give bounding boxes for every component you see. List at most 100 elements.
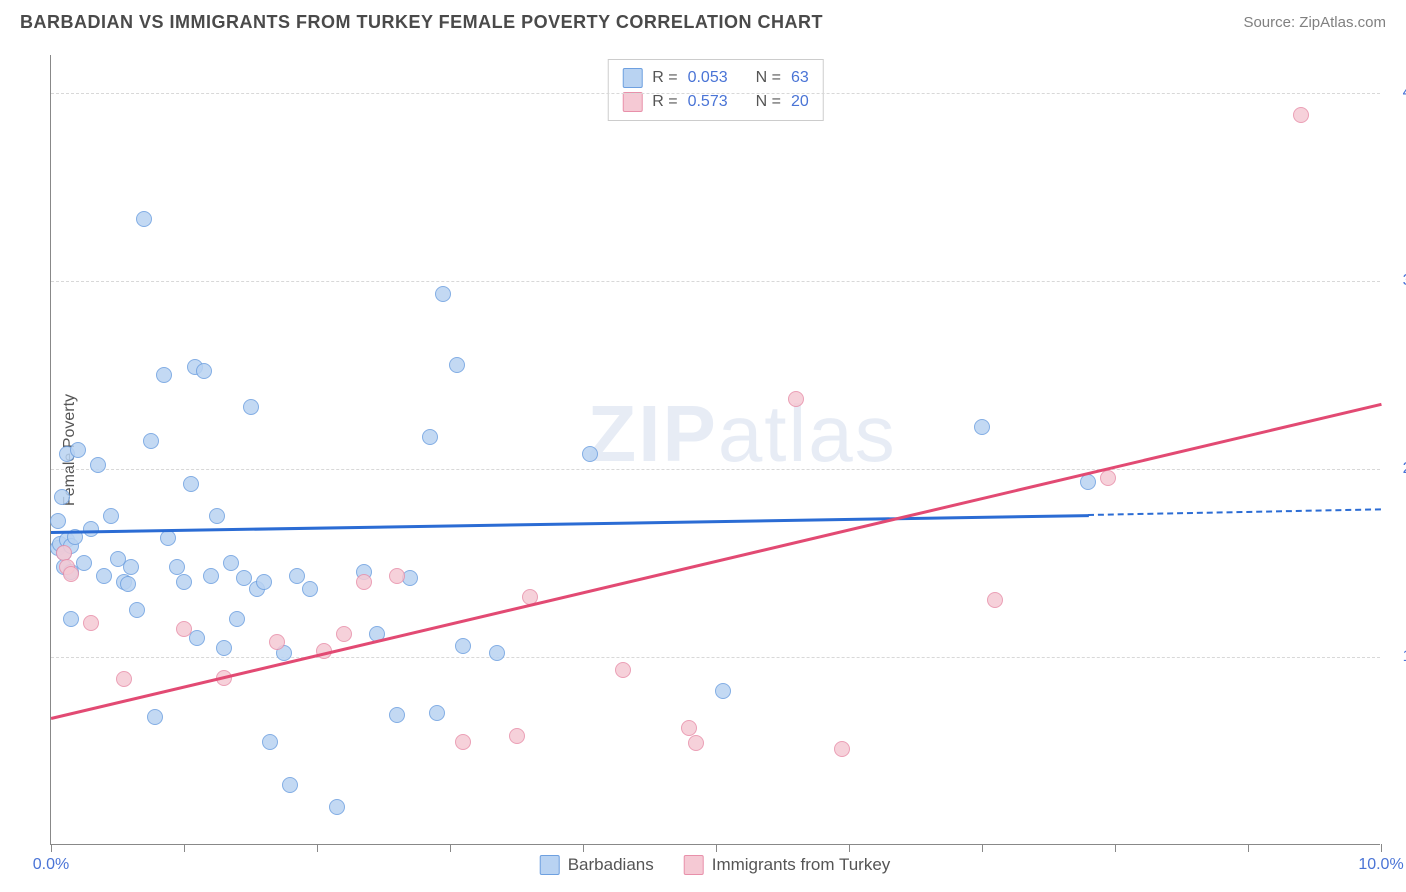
data-point: [83, 615, 99, 631]
legend-swatch-1: [540, 855, 560, 875]
data-point: [203, 568, 219, 584]
data-point: [216, 640, 232, 656]
gridline: [51, 93, 1380, 94]
data-point: [243, 399, 259, 415]
data-point: [582, 446, 598, 462]
x-tick: [982, 844, 983, 852]
chart-title: BARBADIAN VS IMMIGRANTS FROM TURKEY FEMA…: [20, 12, 823, 33]
y-tick-label: 10.0%: [1403, 648, 1406, 666]
data-point: [123, 559, 139, 575]
gridline: [51, 469, 1380, 470]
data-point: [189, 630, 205, 646]
data-point: [63, 566, 79, 582]
source-attribution: Source: ZipAtlas.com: [1243, 14, 1386, 31]
data-point: [83, 521, 99, 537]
trend-line: [51, 514, 1088, 533]
data-point: [329, 799, 345, 815]
data-point: [435, 286, 451, 302]
data-point: [129, 602, 145, 618]
data-point: [356, 574, 372, 590]
x-tick: [849, 844, 850, 852]
x-tick: [716, 844, 717, 852]
data-point: [509, 728, 525, 744]
data-point: [70, 442, 86, 458]
data-point: [209, 508, 225, 524]
data-point: [50, 513, 66, 529]
data-point: [302, 581, 318, 597]
data-point: [1080, 474, 1096, 490]
data-point: [54, 489, 70, 505]
x-tick: [1115, 844, 1116, 852]
gridline: [51, 657, 1380, 658]
data-point: [143, 433, 159, 449]
legend-swatch-2: [684, 855, 704, 875]
data-point: [974, 419, 990, 435]
data-point: [183, 476, 199, 492]
gridline: [51, 281, 1380, 282]
scatter-plot-area: ZIPatlas R = 0.053 N = 63 R = 0.573 N = …: [50, 55, 1380, 845]
trend-line: [51, 403, 1382, 720]
watermark: ZIPatlas: [587, 388, 896, 480]
data-point: [788, 391, 804, 407]
data-point: [76, 555, 92, 571]
data-point: [1293, 107, 1309, 123]
data-point: [223, 555, 239, 571]
x-tick: [583, 844, 584, 852]
x-tick-label: 0.0%: [33, 856, 69, 874]
data-point: [156, 367, 172, 383]
n-value-2: 20: [791, 93, 809, 111]
swatch-series2: [622, 92, 642, 112]
data-point: [449, 357, 465, 373]
data-point: [96, 568, 112, 584]
chart-container: Female Poverty ZIPatlas R = 0.053 N = 63…: [50, 55, 1380, 845]
data-point: [615, 662, 631, 678]
data-point: [63, 611, 79, 627]
data-point: [422, 429, 438, 445]
legend-item-2: Immigrants from Turkey: [684, 855, 891, 875]
y-tick-label: 30.0%: [1403, 272, 1406, 290]
swatch-series1: [622, 68, 642, 88]
data-point: [987, 592, 1003, 608]
x-tick-label: 10.0%: [1358, 856, 1403, 874]
data-point: [196, 363, 212, 379]
data-point: [289, 568, 305, 584]
data-point: [688, 735, 704, 751]
data-point: [389, 568, 405, 584]
x-tick: [1248, 844, 1249, 852]
y-tick-label: 40.0%: [1403, 84, 1406, 102]
data-point: [116, 671, 132, 687]
x-tick: [317, 844, 318, 852]
data-point: [389, 707, 405, 723]
x-tick: [1381, 844, 1382, 852]
data-point: [269, 634, 285, 650]
data-point: [336, 626, 352, 642]
data-point: [176, 574, 192, 590]
data-point: [489, 645, 505, 661]
n-value-1: 63: [791, 69, 809, 87]
data-point: [715, 683, 731, 699]
x-tick: [184, 844, 185, 852]
data-point: [147, 709, 163, 725]
data-point: [120, 576, 136, 592]
correlation-stats-box: R = 0.053 N = 63 R = 0.573 N = 20: [607, 59, 824, 121]
data-point: [262, 734, 278, 750]
data-point: [103, 508, 119, 524]
trend-line-extrapolated: [1088, 508, 1381, 516]
data-point: [256, 574, 272, 590]
data-point: [455, 638, 471, 654]
data-point: [169, 559, 185, 575]
data-point: [282, 777, 298, 793]
data-point: [176, 621, 192, 637]
data-point: [229, 611, 245, 627]
legend-item-1: Barbadians: [540, 855, 654, 875]
data-point: [1100, 470, 1116, 486]
data-point: [834, 741, 850, 757]
y-tick-label: 20.0%: [1403, 460, 1406, 478]
r-value-2: 0.573: [688, 93, 728, 111]
data-point: [681, 720, 697, 736]
stats-row-series1: R = 0.053 N = 63: [622, 66, 809, 90]
x-tick: [51, 844, 52, 852]
legend: Barbadians Immigrants from Turkey: [540, 855, 891, 875]
data-point: [455, 734, 471, 750]
data-point: [160, 530, 176, 546]
